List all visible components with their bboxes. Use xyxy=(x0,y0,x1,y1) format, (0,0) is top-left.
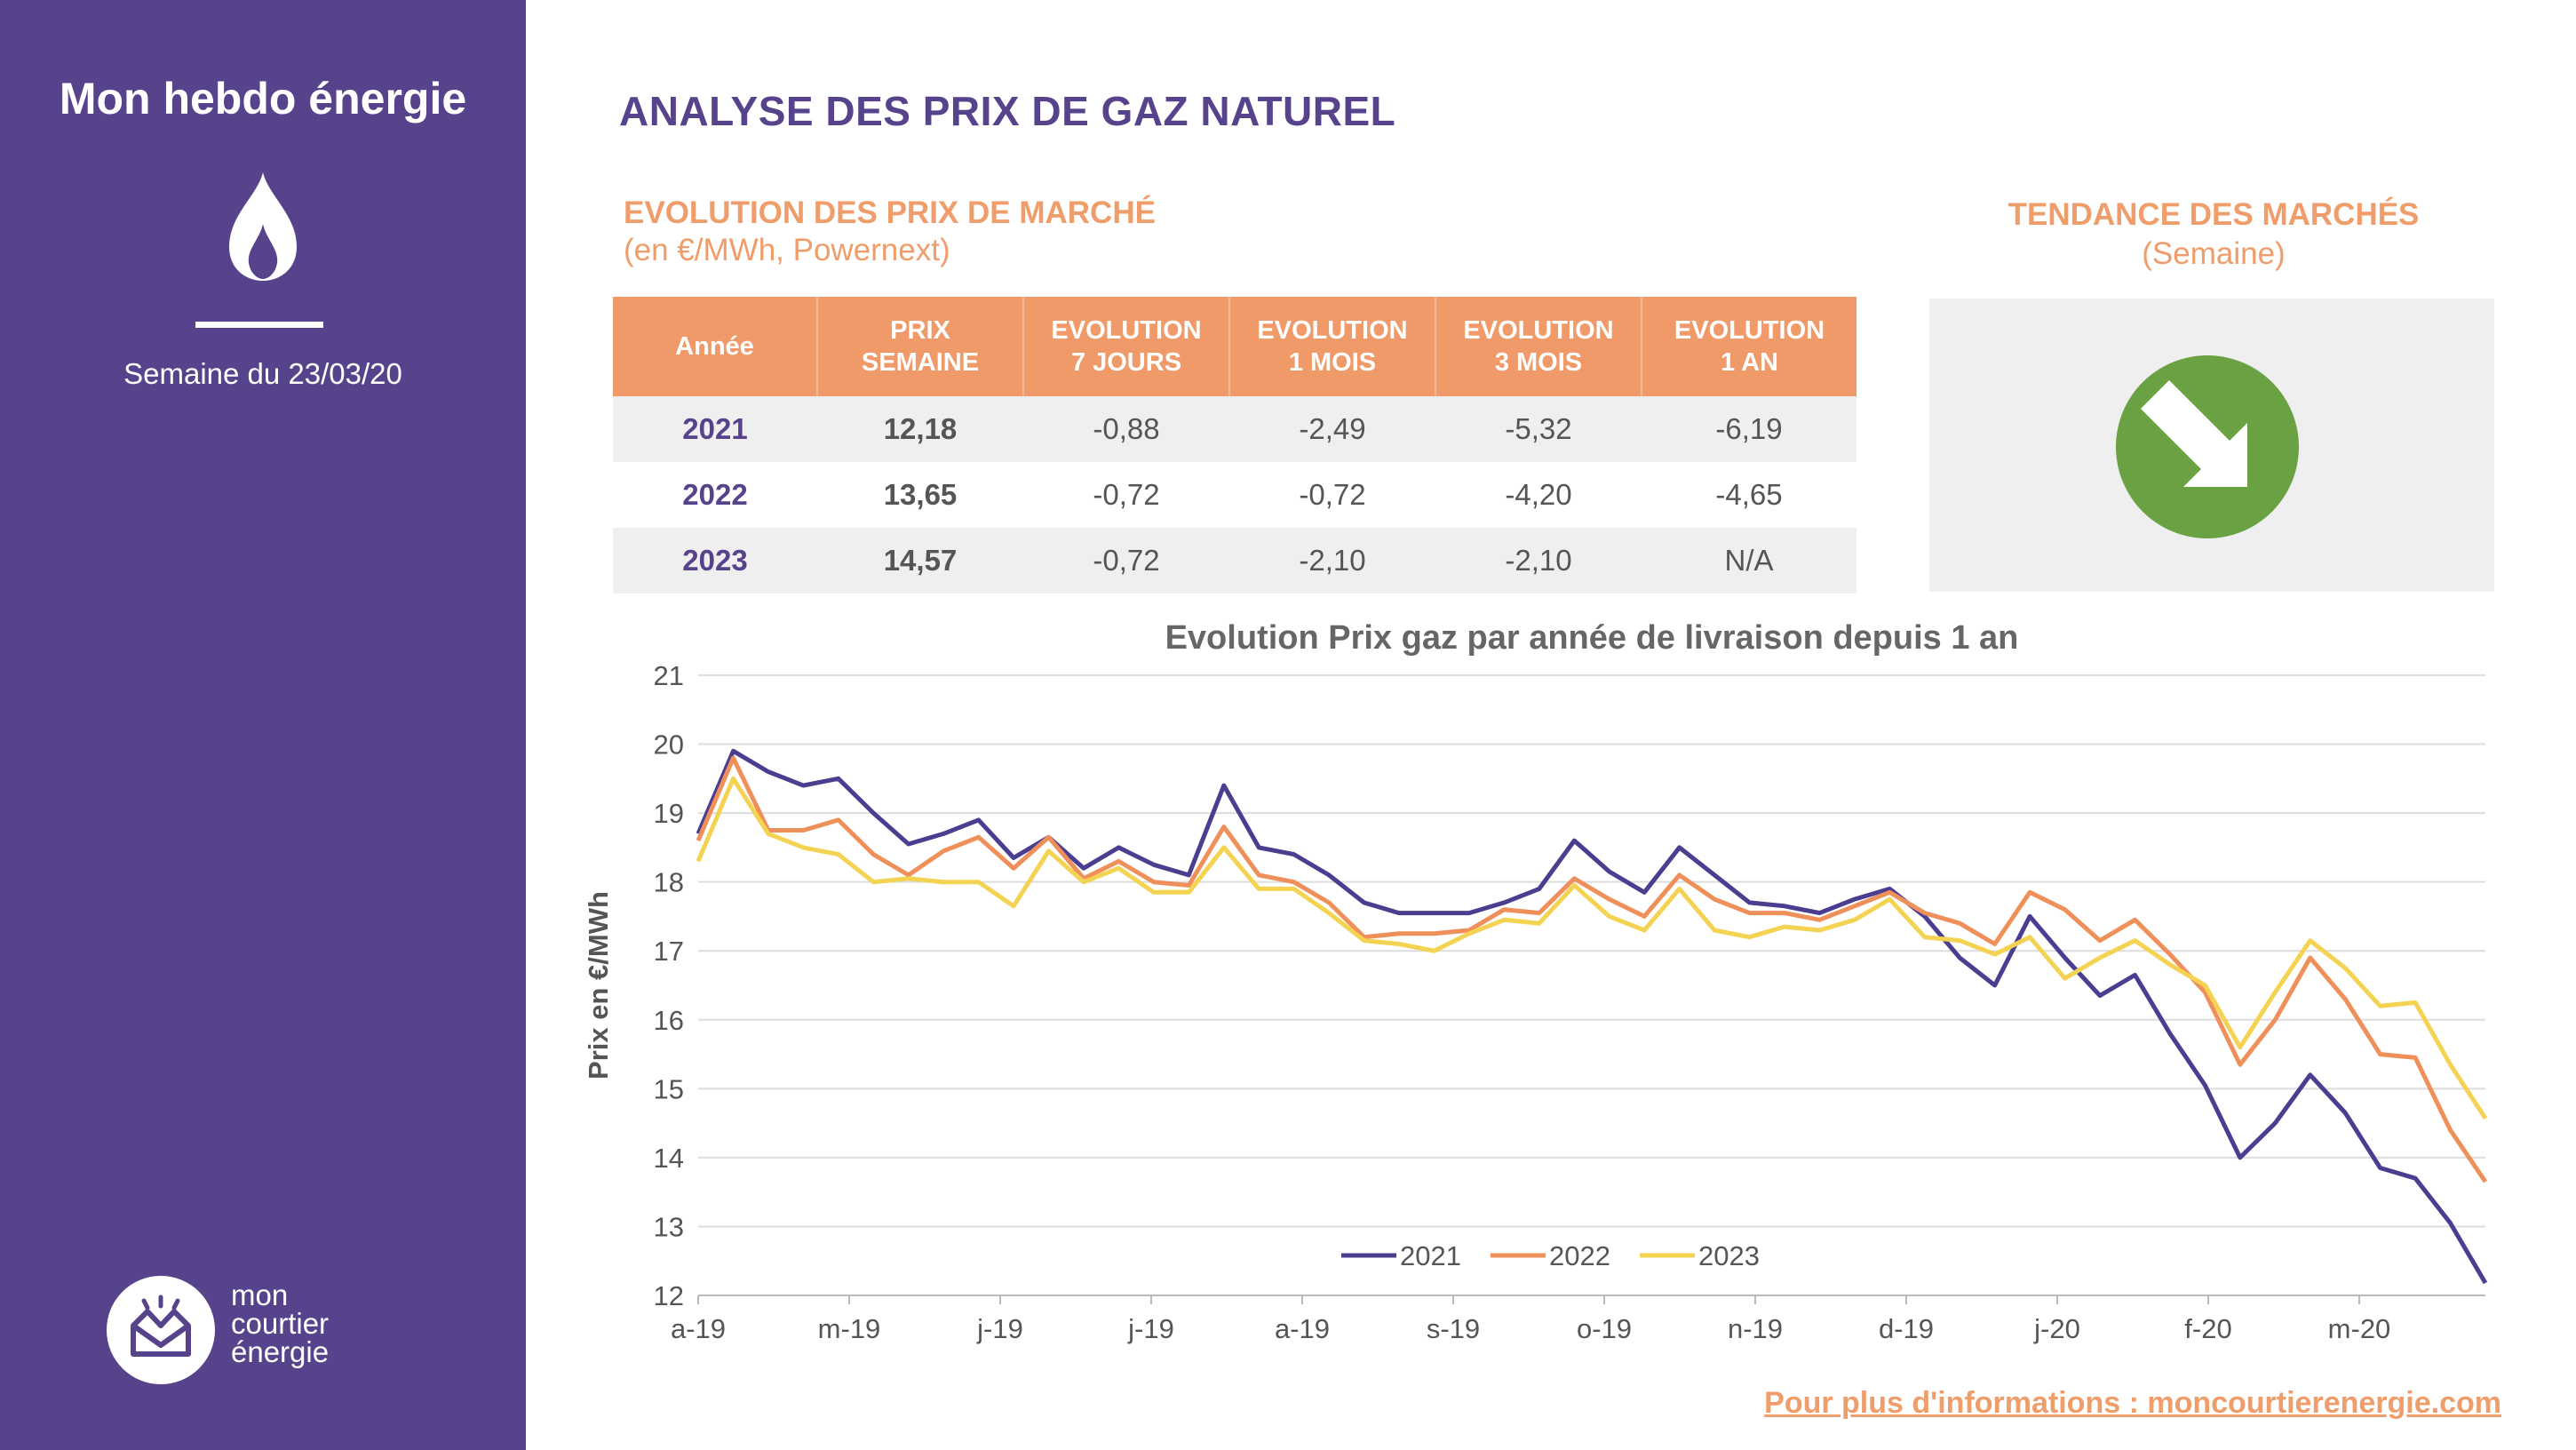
y-tick-label: 21 xyxy=(654,660,684,691)
x-tick-label: j-20 xyxy=(2033,1313,2080,1344)
x-tick-label: a-19 xyxy=(671,1313,726,1344)
cell-7days: -0,72 xyxy=(1093,478,1160,511)
col-header-7days: EVOLUTION 7 JOURS xyxy=(1023,297,1230,396)
x-tick-label: m-19 xyxy=(818,1313,881,1344)
col-header-price: PRIX SEMAINE xyxy=(817,297,1024,396)
y-tick-label: 15 xyxy=(654,1073,684,1104)
y-tick-label: 20 xyxy=(654,729,684,761)
market-note: (en €/MWh, Powernext) xyxy=(624,233,950,267)
col-header-3months: EVOLUTION 3 MOIS xyxy=(1435,297,1642,396)
cell-3months: -5,32 xyxy=(1435,396,1642,462)
cell-3months: -2,10 xyxy=(1435,528,1642,594)
trend-note: (Semaine) xyxy=(2142,236,2286,271)
legend-label: 2023 xyxy=(1698,1240,1760,1271)
y-tick-label: 14 xyxy=(654,1143,684,1174)
cell-year: 2021 xyxy=(613,396,817,462)
cell-3months: -4,20 xyxy=(1505,478,1572,511)
logo-mark xyxy=(107,1276,215,1384)
y-tick-label: 18 xyxy=(654,867,684,898)
x-tick-label: s-19 xyxy=(1427,1313,1480,1344)
series-line-2021 xyxy=(696,748,2488,1285)
chart-title: Evolution Prix gaz par année de livraiso… xyxy=(1165,619,2019,657)
x-tick-label: j-19 xyxy=(976,1313,1023,1344)
cell-year: 2023 xyxy=(613,528,817,594)
y-tick-label: 13 xyxy=(654,1211,684,1242)
logo-text: mon courtier énergie xyxy=(231,1279,330,1368)
cell-1month: -0,72 xyxy=(1299,478,1366,511)
series-line-2022 xyxy=(696,755,2488,1183)
y-tick-label: 17 xyxy=(654,936,684,967)
y-axis-label: Prix en €/MWh xyxy=(583,891,614,1080)
cell-price: 12,18 xyxy=(817,396,1023,462)
legend-label: 2021 xyxy=(1400,1240,1461,1271)
cell-1month: -2,49 xyxy=(1229,396,1435,462)
col-header-1month: EVOLUTION 1 MOIS xyxy=(1229,297,1436,396)
cell-price: 14,57 xyxy=(817,528,1023,594)
series-line-2023 xyxy=(696,776,2488,1120)
price-table: Année PRIX SEMAINE EVOLUTION 7 JOURS EVOLU… xyxy=(613,297,1856,594)
cell-1year: -4,65 xyxy=(1715,478,1783,511)
cell-7days: -0,88 xyxy=(1023,396,1229,462)
market-title: EVOLUTION DES PRIX DE MARCHÉ xyxy=(624,195,1156,230)
x-tick-label: m-20 xyxy=(2328,1313,2391,1344)
cell-1year: N/A xyxy=(1642,528,1856,594)
x-tick-label: j-19 xyxy=(1127,1313,1174,1344)
logo-line: énergie xyxy=(231,1335,330,1368)
week-label: Semaine du 23/03/20 xyxy=(123,357,402,390)
col-header-1year: EVOLUTION 1 AN xyxy=(1642,297,1856,396)
table-row: 2023 14,57 -0,72 -2,10 -2,10 N/A xyxy=(613,528,1856,594)
cell-year: 2022 xyxy=(682,478,748,511)
y-tick-label: 16 xyxy=(654,1005,684,1036)
cell-1month: -2,10 xyxy=(1229,528,1435,594)
cell-7days: -0,72 xyxy=(1023,528,1229,594)
cell-price: 13,65 xyxy=(883,478,958,511)
newsletter-title: Mon hebdo énergie xyxy=(59,74,467,123)
table-row: 2022 13,65 -0,72 -0,72 -4,20 -4,65 xyxy=(613,462,1856,528)
x-tick-label: d-19 xyxy=(1879,1313,1934,1344)
x-tick-label: f-20 xyxy=(2184,1313,2231,1344)
logo-line: courtier xyxy=(231,1307,330,1340)
sidebar-divider xyxy=(195,322,323,328)
crown-envelope-icon xyxy=(131,1295,191,1357)
footer-link[interactable]: Pour plus d'informations : moncourtieren… xyxy=(1764,1386,2501,1420)
flame-icon xyxy=(229,172,297,281)
y-tick-label: 12 xyxy=(654,1280,684,1311)
table-row: 2021 12,18 -0,88 -2,49 -5,32 -6,19 xyxy=(613,396,1856,462)
arrow-down-right-icon xyxy=(2116,355,2299,538)
col-header-year: Année xyxy=(613,297,818,396)
sidebar: Mon hebdo énergie Semaine du 23/03/20 mo… xyxy=(0,0,526,1450)
legend-label: 2022 xyxy=(1549,1240,1610,1271)
logo-line: mon xyxy=(231,1279,289,1311)
x-tick-label: o-19 xyxy=(1577,1313,1632,1344)
y-tick-label: 19 xyxy=(654,798,684,829)
trend-title: TENDANCE DES MARCHÉS xyxy=(2008,197,2420,232)
price-line-chart: Evolution Prix gaz par année de livraiso… xyxy=(583,619,2488,1344)
cell-1year: -6,19 xyxy=(1642,396,1856,462)
trend-box xyxy=(1929,299,2494,592)
page-title: ANALYSE DES PRIX DE GAZ NATUREL xyxy=(619,88,1396,134)
x-tick-label: n-19 xyxy=(1728,1313,1783,1344)
x-tick-label: a-19 xyxy=(1275,1313,1330,1344)
